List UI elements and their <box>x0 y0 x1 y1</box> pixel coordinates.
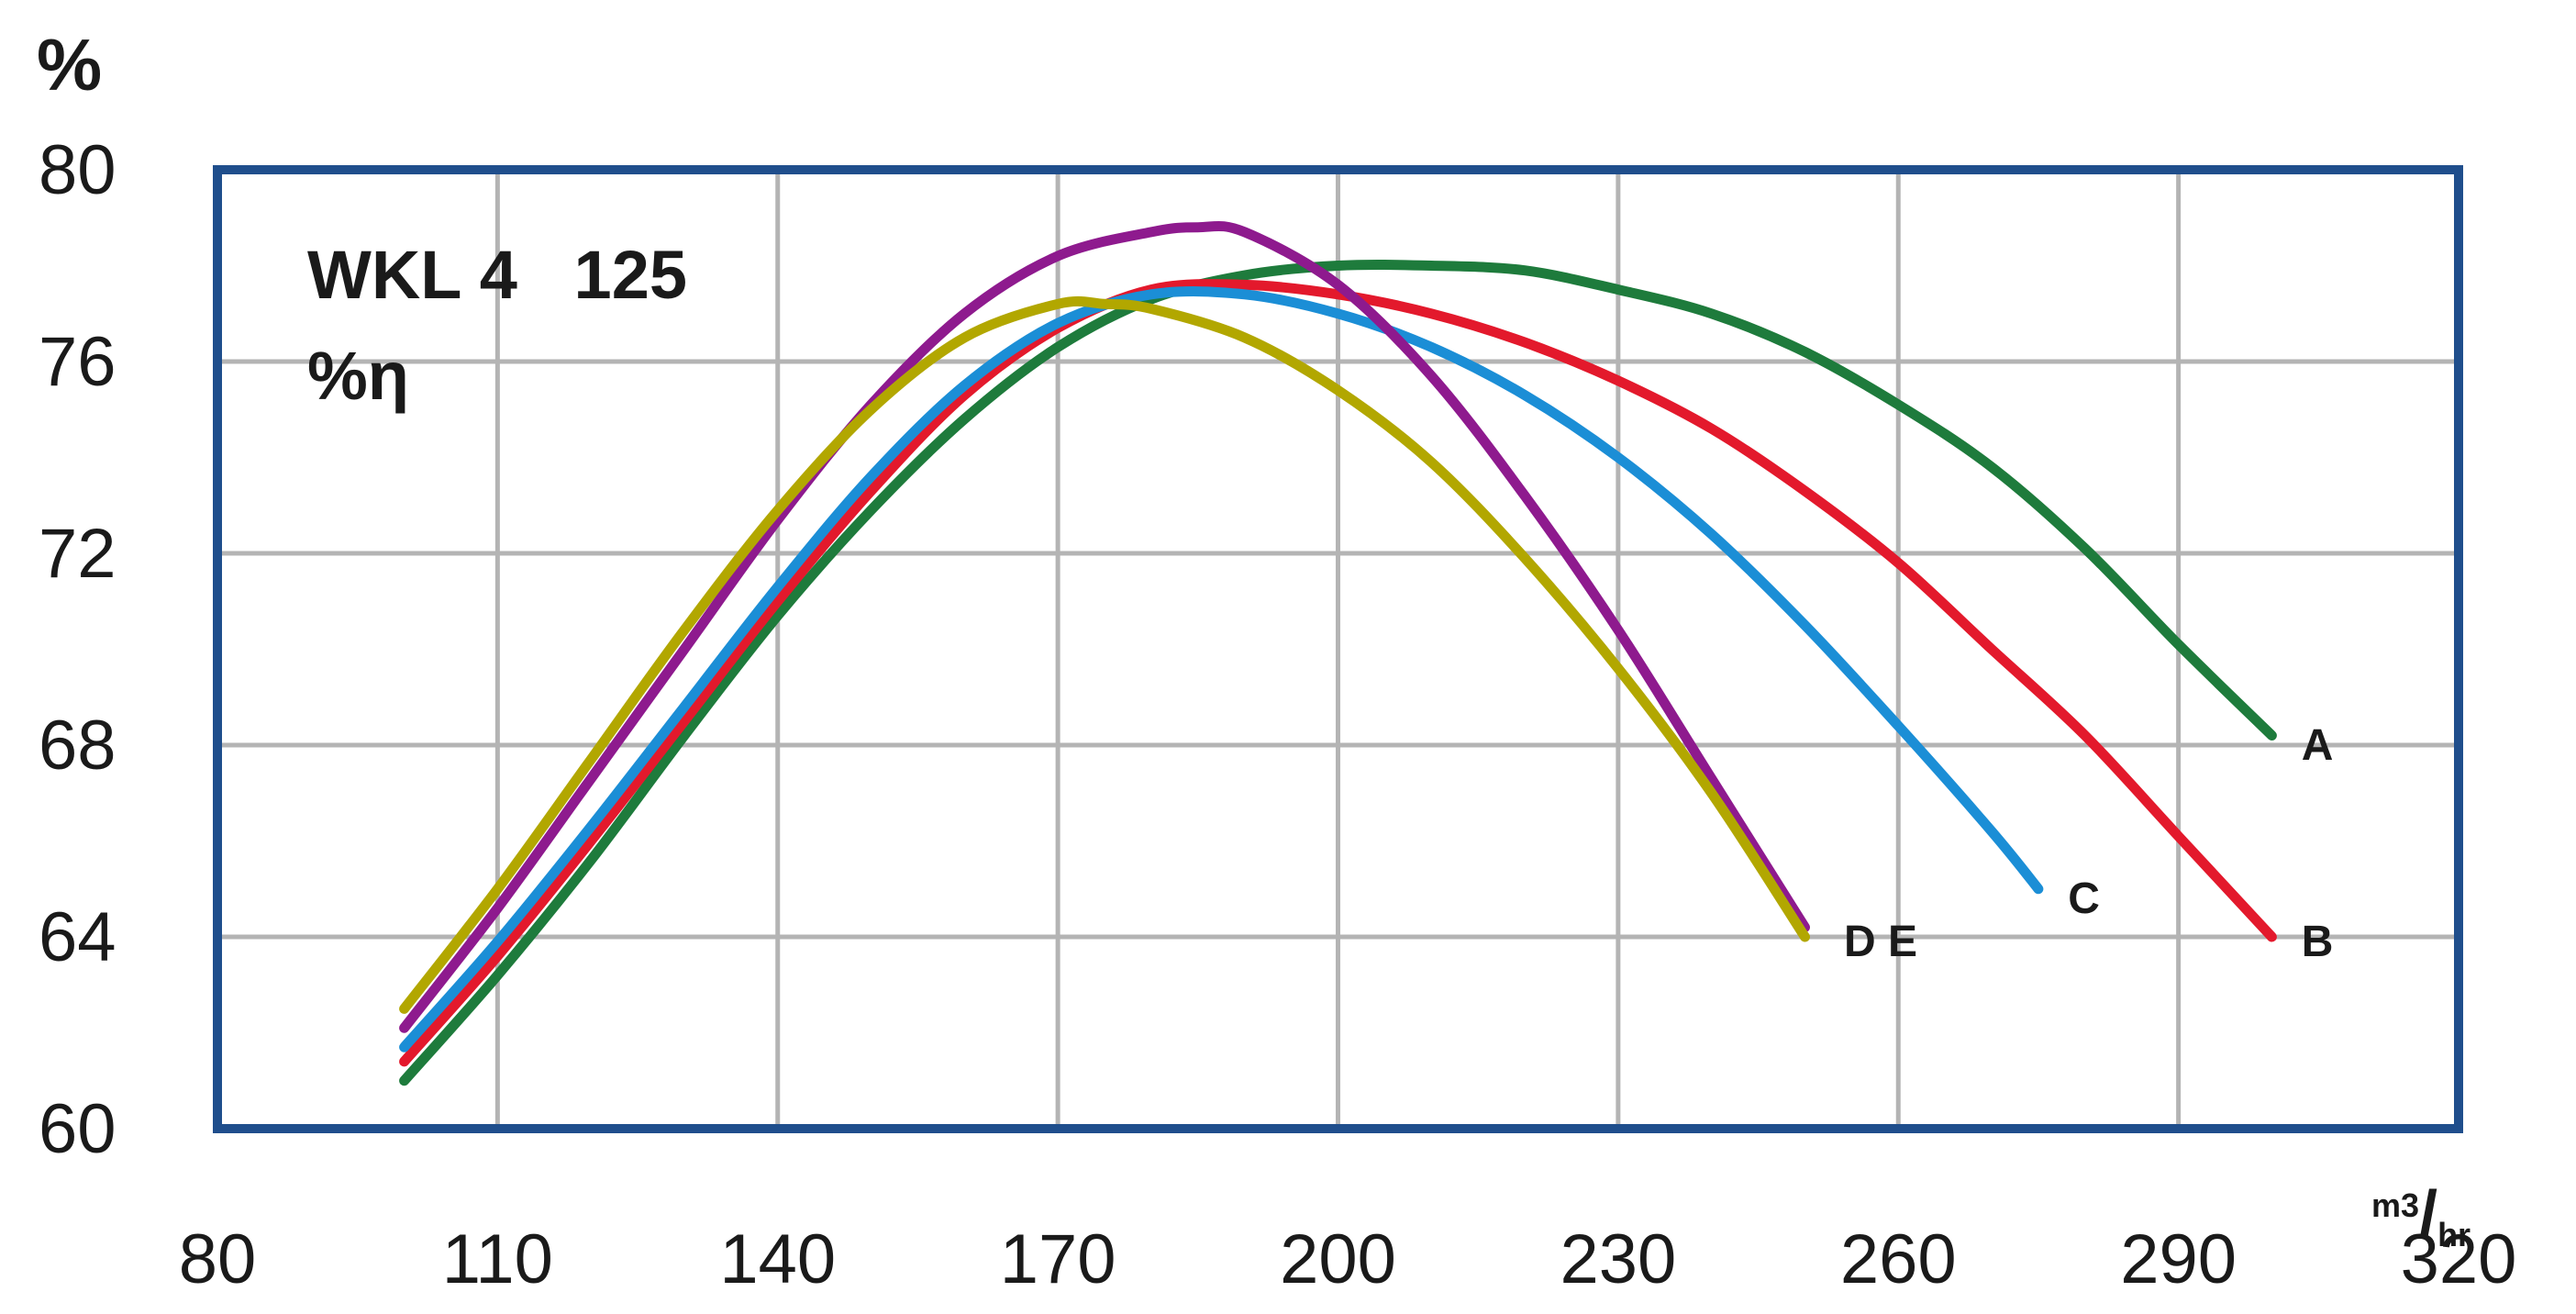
chart-subtitle: %η <box>307 338 409 414</box>
x-axis-unit-label: m3/hr <box>2371 1178 2471 1253</box>
x-tick-label-170: 170 <box>1000 1220 1116 1298</box>
series-line-E <box>399 295 1810 1014</box>
x-tick-label-110: 110 <box>442 1220 553 1298</box>
x-unit-slash: / <box>2419 1178 2437 1252</box>
x-tick-label-200: 200 <box>1280 1220 1396 1298</box>
series-line-C <box>399 286 2044 1052</box>
x-tick-label-80: 80 <box>179 1220 257 1298</box>
plot-frame <box>213 165 2463 1133</box>
series-layer <box>399 220 2277 1086</box>
y-tick-label-64: 64 <box>39 898 117 976</box>
y-axis-label: % <box>37 24 102 106</box>
y-tick-label-60: 60 <box>39 1090 117 1168</box>
series-line-B <box>399 279 2277 1067</box>
y-tick-label-76: 76 <box>39 323 117 401</box>
x-tick-label-140: 140 <box>719 1220 836 1298</box>
curve-label-B: B <box>2302 918 2334 966</box>
x-tick-labels: 80 110 140 170 200 230 260 290 320 <box>179 1220 2517 1298</box>
curve-label-C: C <box>2068 874 2100 923</box>
x-unit-sub: hr <box>2437 1216 2471 1253</box>
x-tick-label-290: 290 <box>2120 1220 2237 1298</box>
x-tick-label-260: 260 <box>1840 1220 1957 1298</box>
x-unit-sup: 3 <box>2401 1186 2419 1224</box>
curve-labels: A B C D E <box>1844 721 2333 966</box>
y-tick-labels: 60 64 68 72 76 80 <box>39 131 117 1168</box>
curve-label-D-E: D E <box>1844 918 1917 966</box>
curve-label-A: A <box>2302 721 2334 770</box>
y-tick-label-68: 68 <box>39 707 117 785</box>
y-tick-label-72: 72 <box>39 515 117 593</box>
x-unit-base: m <box>2371 1186 2401 1224</box>
chart-title: WKL 4 125 <box>307 237 687 313</box>
x-tick-label-320: 320 <box>2401 1220 2517 1298</box>
series-line-D <box>399 220 1810 1033</box>
y-tick-label-80: 80 <box>39 131 117 209</box>
x-tick-label-230: 230 <box>1560 1220 1676 1298</box>
